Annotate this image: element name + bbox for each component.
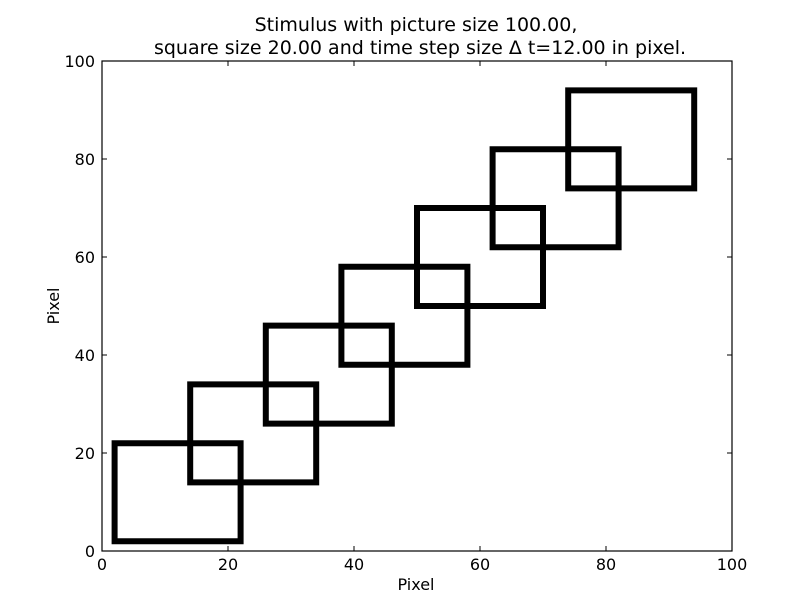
x-tick-label: 80 <box>596 555 616 574</box>
y-tick-label: 100 <box>64 52 95 71</box>
ticks-layer: 0 20 40 60 80 100 0 20 40 60 80 100 <box>64 52 747 574</box>
square-series-7 <box>568 90 694 188</box>
chart-title-line-1: Stimulus with picture size 100.00, <box>255 14 578 36</box>
x-tick-label: 0 <box>97 555 107 574</box>
x-tick-label: 60 <box>470 555 490 574</box>
square-series-2 <box>190 384 316 482</box>
y-tick-label: 20 <box>75 444 95 463</box>
chart-title-line-2: square size 20.00 and time step size Δ t… <box>154 37 686 59</box>
square-series-1 <box>115 443 241 541</box>
square-series-6 <box>493 149 619 247</box>
y-tick-label: 40 <box>75 346 95 365</box>
x-tick-label: 40 <box>344 555 364 574</box>
square-series-4 <box>341 267 467 365</box>
x-tick-label: 100 <box>717 555 748 574</box>
y-tick-label: 0 <box>85 542 95 561</box>
x-axis-label: Pixel <box>397 575 434 594</box>
y-tick-label: 80 <box>75 150 95 169</box>
y-axis-label: Pixel <box>44 287 63 324</box>
series-layer <box>115 90 695 541</box>
square-series-3 <box>266 326 392 424</box>
y-tick-label: 60 <box>75 248 95 267</box>
x-tick-label: 20 <box>218 555 238 574</box>
square-series-5 <box>417 208 543 306</box>
